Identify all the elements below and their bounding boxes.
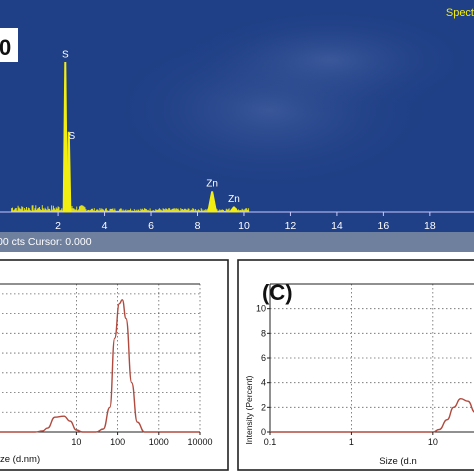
c-x-tick-label: 10: [428, 437, 438, 447]
b-x-tick-label: 10000: [187, 437, 212, 447]
eds-x-tick-label: 16: [378, 220, 390, 232]
eds-peak-label: S: [62, 49, 69, 60]
eds-peak-label: Zn: [228, 194, 240, 205]
b-x-tick-label: 1000: [149, 437, 169, 447]
eds-peak: [66, 131, 72, 213]
c-y-tick-label: 6: [261, 353, 266, 363]
eds-status-text: 00 cts Cursor: 0.000: [0, 236, 92, 248]
eds-x-tick-label: 14: [331, 220, 343, 232]
c-y-tick-label: 0: [261, 427, 266, 437]
eds-corner-text: Spect: [446, 7, 474, 19]
eds-peak-label: Zn: [206, 179, 218, 190]
eds-x-tick-label: 8: [195, 220, 201, 232]
panel-c-frame: [237, 259, 474, 471]
panel-b-x-axis-title: ze (d.nm): [0, 454, 40, 465]
c-y-tick-label: 10: [256, 304, 266, 314]
panel-b-frame: [0, 259, 229, 471]
eds-x-tick-label: 12: [285, 220, 297, 232]
eds-x-tick-label: 2: [55, 220, 61, 232]
c-y-tick-label: 4: [261, 378, 266, 388]
eds-x-tick-label: 6: [148, 220, 154, 232]
eds-peak: [207, 191, 218, 213]
panel-c-x-axis-title: Size (d.n: [379, 456, 417, 467]
b-x-tick-label: 10: [71, 437, 81, 447]
panel-c-size-distribution-line: [270, 397, 474, 433]
eds-peak: [62, 62, 68, 213]
eds-peak-label: S: [68, 131, 75, 142]
eds-x-tick-label: 10: [238, 220, 250, 232]
b-x-tick-label: 100: [110, 437, 125, 447]
c-y-tick-label: 2: [261, 402, 266, 412]
panel-c-y-axis-title: Intensity (Percent): [244, 375, 254, 444]
dls-chart-b: 10 100 1000 10000 ze (d.nm): [0, 259, 229, 471]
eds-status-bar: [0, 232, 474, 252]
c-y-tick-label: 8: [261, 328, 266, 338]
eds-x-tick-label: 18: [424, 220, 436, 232]
panel-b-size-distribution-line: [0, 299, 200, 433]
c-x-tick-label: 0.1: [264, 437, 277, 447]
eds-panel-label: 0: [0, 35, 11, 60]
eds-haze: [180, 5, 474, 115]
eds-spectrum-chart: Spect 0 S S Zn Zn 2 4 6 8 10 12 14 16 18 00 cts Cur…: [0, 0, 474, 252]
c-x-tick-label: 1: [349, 437, 354, 447]
eds-panel-label-box: [0, 28, 18, 62]
eds-peak: [228, 206, 240, 213]
eds-x-tick-label: 4: [102, 220, 108, 232]
